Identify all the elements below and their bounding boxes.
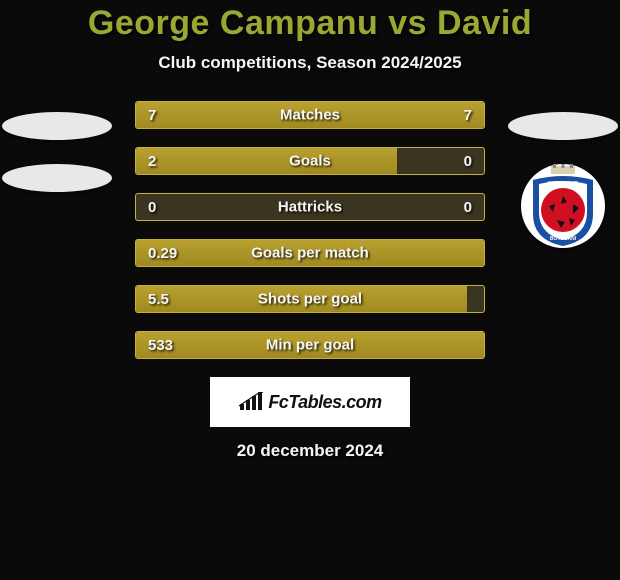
brand-box: FcTables.com — [210, 377, 410, 427]
stat-right-value: 0 — [464, 199, 472, 216]
stat-right-value: 0 — [464, 153, 472, 170]
stat-left-value: 7 — [148, 107, 156, 124]
svg-text:BOTOSANI: BOTOSANI — [550, 236, 577, 242]
stat-left-value: 533 — [148, 337, 173, 354]
stat-row: Goals 2 0 — [135, 147, 485, 175]
bar-chart-icon — [238, 392, 264, 412]
stat-row: Hattricks 0 0 — [135, 193, 485, 221]
brand-text: FcTables.com — [268, 392, 381, 413]
stat-left-value: 5.5 — [148, 291, 169, 308]
club-badge-botosani: FOTBAL CLUB BOTOSANI — [521, 164, 605, 248]
stat-row: Matches 7 7 — [135, 101, 485, 129]
svg-text:FOTBAL CLUB: FOTBAL CLUB — [548, 180, 578, 185]
ellipse-placeholder-icon — [2, 164, 112, 192]
stat-row: Shots per goal 5.5 — [135, 285, 485, 313]
right-player-logos: FOTBAL CLUB BOTOSANI — [508, 112, 618, 248]
stat-left-value: 0 — [148, 199, 156, 216]
footer-date: 20 december 2024 — [0, 441, 620, 461]
left-player-logos — [2, 112, 112, 216]
ellipse-placeholder-icon — [508, 112, 618, 140]
stat-left-value: 2 — [148, 153, 156, 170]
ellipse-placeholder-icon — [2, 112, 112, 140]
page-title: George Campanu vs David — [0, 4, 620, 43]
shield-badge-icon: FOTBAL CLUB BOTOSANI — [521, 164, 605, 248]
stat-row: Goals per match 0.29 — [135, 239, 485, 267]
stat-row: Min per goal 533 — [135, 331, 485, 359]
stat-left-value: 0.29 — [148, 245, 177, 262]
stat-bars: Matches 7 7 Goals 2 0 Hattricks 0 0 — [135, 101, 485, 359]
stat-right-value: 7 — [464, 107, 472, 124]
page-subtitle: Club competitions, Season 2024/2025 — [0, 53, 620, 73]
comparison-infographic: George Campanu vs David Club competition… — [0, 0, 620, 580]
